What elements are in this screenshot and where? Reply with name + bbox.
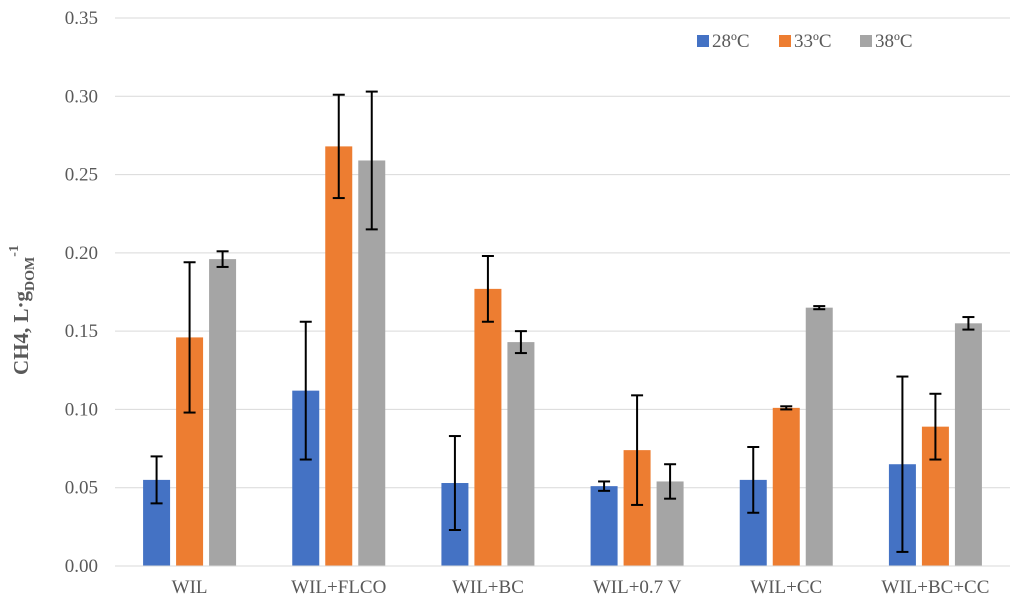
bar bbox=[325, 146, 353, 567]
error-bar bbox=[747, 446, 760, 514]
legend: 28ºC 33ºC 38ºC bbox=[697, 31, 913, 52]
y-axis-label: CH4, L·gDOM-1 bbox=[7, 245, 38, 375]
legend-swatch-38c bbox=[860, 35, 872, 47]
error-bar bbox=[481, 254, 494, 323]
bar bbox=[954, 323, 982, 566]
error-bar bbox=[514, 330, 527, 355]
y-tick-label: 0.00 bbox=[65, 556, 98, 577]
error-bar bbox=[929, 392, 942, 461]
bar bbox=[805, 307, 833, 566]
y-tick-label: 0.15 bbox=[65, 321, 98, 342]
legend-label-33c: 33ºC bbox=[794, 31, 832, 52]
x-axis-categories: WIL WIL+FLCO WIL+BC WIL+0.7 V WIL+CC WIL+BC+C… bbox=[172, 577, 990, 598]
error-bar bbox=[664, 463, 677, 500]
bar bbox=[209, 259, 237, 566]
legend-label-38c: 38ºC bbox=[875, 31, 913, 52]
error-bar bbox=[332, 93, 345, 200]
y-axis-label-superscript: -1 bbox=[7, 245, 22, 257]
error-bar bbox=[598, 480, 611, 492]
x-category-label: WIL+CC bbox=[750, 577, 822, 598]
legend-swatch-28c bbox=[697, 35, 709, 47]
error-bar bbox=[962, 316, 975, 331]
error-bar bbox=[150, 455, 163, 505]
error-bar bbox=[448, 435, 461, 531]
x-category-label: WIL+0.7 V bbox=[593, 577, 682, 598]
y-tick-label: 0.25 bbox=[65, 165, 98, 186]
y-axis-label-subscript: DOM bbox=[23, 257, 38, 291]
error-bar bbox=[813, 305, 826, 311]
x-category-label: WIL+FLCO bbox=[291, 577, 386, 598]
y-tick-label: 0.20 bbox=[65, 243, 98, 264]
error-bar bbox=[631, 394, 644, 506]
error-bar bbox=[365, 90, 378, 231]
error-bar bbox=[299, 320, 312, 461]
bars bbox=[143, 146, 982, 567]
y-axis-ticks: 0.00 0.05 0.10 0.15 0.20 0.25 0.30 0.35 bbox=[65, 8, 98, 577]
error-bars bbox=[150, 90, 975, 553]
x-category-label: WIL+BC bbox=[452, 577, 524, 598]
y-tick-label: 0.30 bbox=[65, 86, 98, 107]
gridlines bbox=[115, 17, 1010, 489]
x-category-label: WIL+BC+CC bbox=[881, 577, 989, 598]
error-bar bbox=[183, 261, 196, 414]
bar bbox=[590, 486, 618, 566]
y-tick-label: 0.10 bbox=[65, 399, 98, 420]
bar bbox=[507, 342, 535, 566]
x-category-label: WIL bbox=[172, 577, 208, 598]
y-tick-label: 0.05 bbox=[65, 478, 98, 499]
error-bar bbox=[896, 375, 909, 553]
y-tick-label: 0.35 bbox=[65, 8, 98, 29]
legend-swatch-33c bbox=[779, 35, 791, 47]
bar bbox=[772, 407, 800, 566]
bar bbox=[474, 288, 502, 566]
error-bar bbox=[780, 405, 793, 411]
legend-label-28c: 28ºC bbox=[712, 31, 750, 52]
y-axis-label-main: CH4, L·g bbox=[9, 290, 33, 375]
error-bar bbox=[216, 250, 229, 268]
